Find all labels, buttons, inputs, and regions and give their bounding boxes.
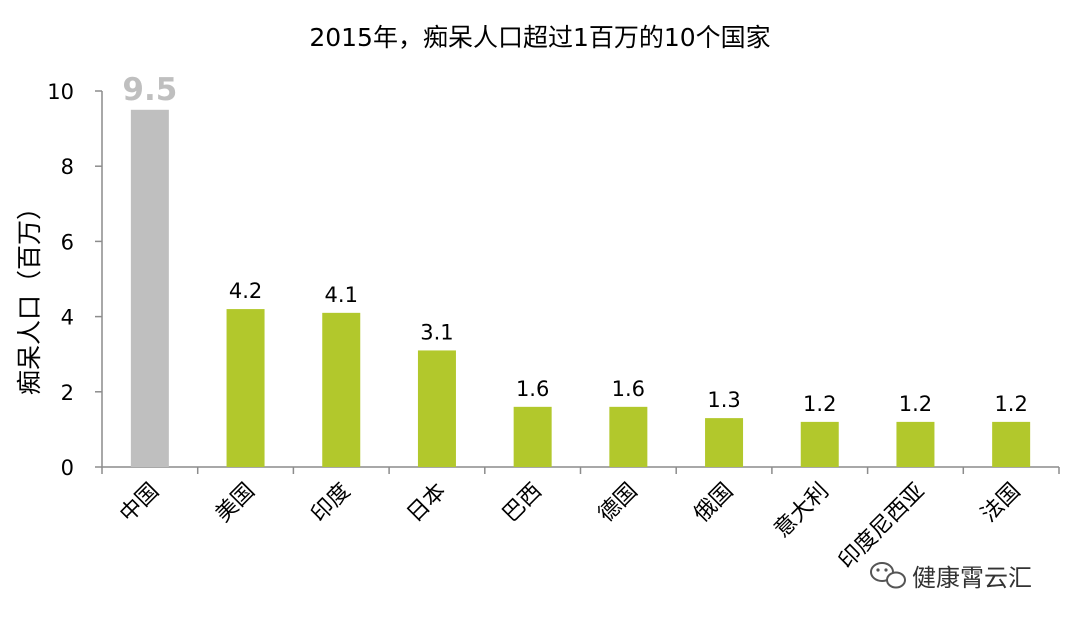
x-tick-label: 印度 [307, 479, 356, 528]
bar [609, 406, 648, 467]
x-tick-label: 印度尼西亚 [834, 479, 929, 574]
y-tick-label: 2 [61, 381, 74, 405]
data-label: 3.1 [420, 320, 453, 344]
x-tick-label: 法国 [977, 479, 1026, 528]
x-tick-label: 日本 [402, 479, 451, 528]
wechat-icon [870, 562, 906, 589]
data-label: 1.6 [612, 377, 645, 401]
bar [417, 350, 456, 467]
x-tick-label: 巴西 [498, 479, 547, 528]
x-tick-label: 意大利 [770, 479, 834, 543]
data-label: 1.2 [899, 392, 932, 416]
y-tick-label: 10 [47, 80, 74, 104]
y-tick-label: 6 [61, 230, 74, 254]
y-tick-label: 8 [61, 155, 74, 179]
bar [992, 421, 1031, 467]
watermark-text: 健康霄云汇 [912, 564, 1032, 592]
bar [322, 312, 361, 467]
bar [896, 421, 935, 467]
y-tick-label: 4 [61, 306, 74, 330]
watermark: 健康霄云汇 [870, 562, 1032, 592]
data-label: 1.3 [707, 388, 740, 412]
chart-title: 2015年，痴呆人口超过1百万的10个国家 [309, 23, 770, 52]
data-label: 1.2 [994, 392, 1027, 416]
bar [226, 309, 265, 467]
bar [130, 109, 169, 468]
bar [705, 418, 744, 467]
x-tick-label: 中国 [115, 479, 164, 528]
data-label: 1.6 [516, 377, 549, 401]
bar [800, 421, 839, 467]
x-tick-label: 俄国 [689, 479, 738, 528]
x-tick-label: 美国 [211, 479, 260, 528]
bar [513, 406, 552, 467]
data-label: 4.1 [325, 283, 358, 307]
data-label: 9.5 [122, 72, 177, 108]
data-label: 1.2 [803, 392, 836, 416]
y-axis-label: 痴呆人口（百万） [15, 195, 44, 395]
y-tick-label: 0 [61, 456, 74, 480]
data-label: 4.2 [229, 279, 262, 303]
x-tick-label: 德国 [594, 479, 643, 528]
